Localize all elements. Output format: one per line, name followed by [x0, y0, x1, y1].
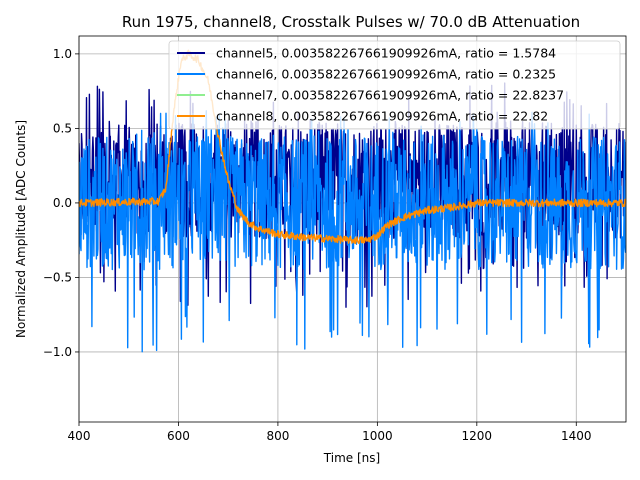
x-tick-label: 1200	[462, 429, 493, 443]
legend-entry-label: channel6, 0.003582267661909926mA, ratio …	[216, 67, 556, 82]
series-layer	[79, 49, 626, 353]
x-tick-label: 800	[266, 429, 289, 443]
plot-frame	[78, 35, 627, 423]
x-tick-label: 600	[167, 429, 190, 443]
y-axis: −1.0 −0.5 0.0 0.5 1.0	[43, 47, 79, 359]
legend: channel5, 0.003582267661909926mA, ratio …	[168, 40, 621, 130]
chart-title: Run 1975, channel8, Crosstalk Pulses w/ …	[122, 13, 580, 31]
y-tick-label: 0.5	[53, 121, 72, 135]
legend-entry-label: channel5, 0.003582267661909926mA, ratio …	[216, 46, 556, 61]
x-tick-label: 400	[68, 429, 91, 443]
legend-entry-label: channel7, 0.003582267661909926mA, ratio …	[216, 88, 564, 103]
series-line-2	[79, 110, 626, 353]
series-line-4	[79, 49, 626, 245]
x-tick-label: 1400	[561, 429, 592, 443]
x-axis: 400 600 800 1000 1200 1400	[68, 422, 592, 443]
y-tick-label: 1.0	[53, 47, 72, 61]
y-axis-label: Normalized Amplitude [ADC Counts]	[14, 120, 28, 338]
y-tick-label: 0.0	[53, 196, 72, 210]
y-tick-label: −1.0	[43, 345, 72, 359]
y-tick-label: −0.5	[43, 270, 72, 284]
x-axis-label: Time [ns]	[323, 451, 380, 465]
legend-box	[168, 40, 621, 130]
x-tick-label: 1000	[362, 429, 393, 443]
legend-entry-label: channel8, 0.003582267661909926mA, ratio …	[216, 109, 548, 124]
